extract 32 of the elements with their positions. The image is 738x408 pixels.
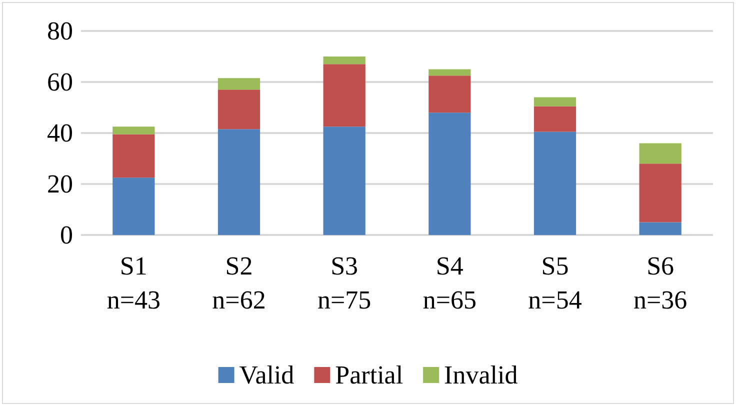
legend-label: Partial xyxy=(335,360,404,390)
bar xyxy=(534,132,576,235)
legend-label: Invalid xyxy=(444,360,518,390)
bar xyxy=(639,143,682,164)
x-tick-label: S5 n=54 xyxy=(528,252,582,314)
y-tick-label: 40 xyxy=(47,118,73,148)
bar xyxy=(639,164,682,222)
bar xyxy=(218,90,260,130)
x-tick-label: S3 n=75 xyxy=(317,252,372,314)
bar xyxy=(428,112,471,235)
bar xyxy=(428,69,471,76)
legend-label: Valid xyxy=(239,360,294,390)
bar xyxy=(112,126,155,134)
bar xyxy=(323,56,366,64)
bar xyxy=(112,134,155,178)
y-tick-label: 20 xyxy=(47,170,73,198)
x-tick-label: S2 n=62 xyxy=(212,252,266,314)
bar xyxy=(428,76,471,113)
x-tick-label: S6 n=36 xyxy=(633,252,688,314)
bar xyxy=(112,178,155,235)
x-tick-label: S4 n=65 xyxy=(422,252,477,314)
y-tick-label: 80 xyxy=(47,16,73,46)
x-tick-label: S1 n=43 xyxy=(106,252,161,314)
bar xyxy=(218,78,260,90)
bar xyxy=(323,64,366,127)
bar xyxy=(534,106,576,132)
bar xyxy=(323,126,366,235)
bar xyxy=(534,97,576,106)
y-tick-label: 60 xyxy=(47,68,73,96)
bar xyxy=(218,129,260,235)
y-tick-label: 0 xyxy=(60,220,73,250)
bar xyxy=(639,222,682,235)
